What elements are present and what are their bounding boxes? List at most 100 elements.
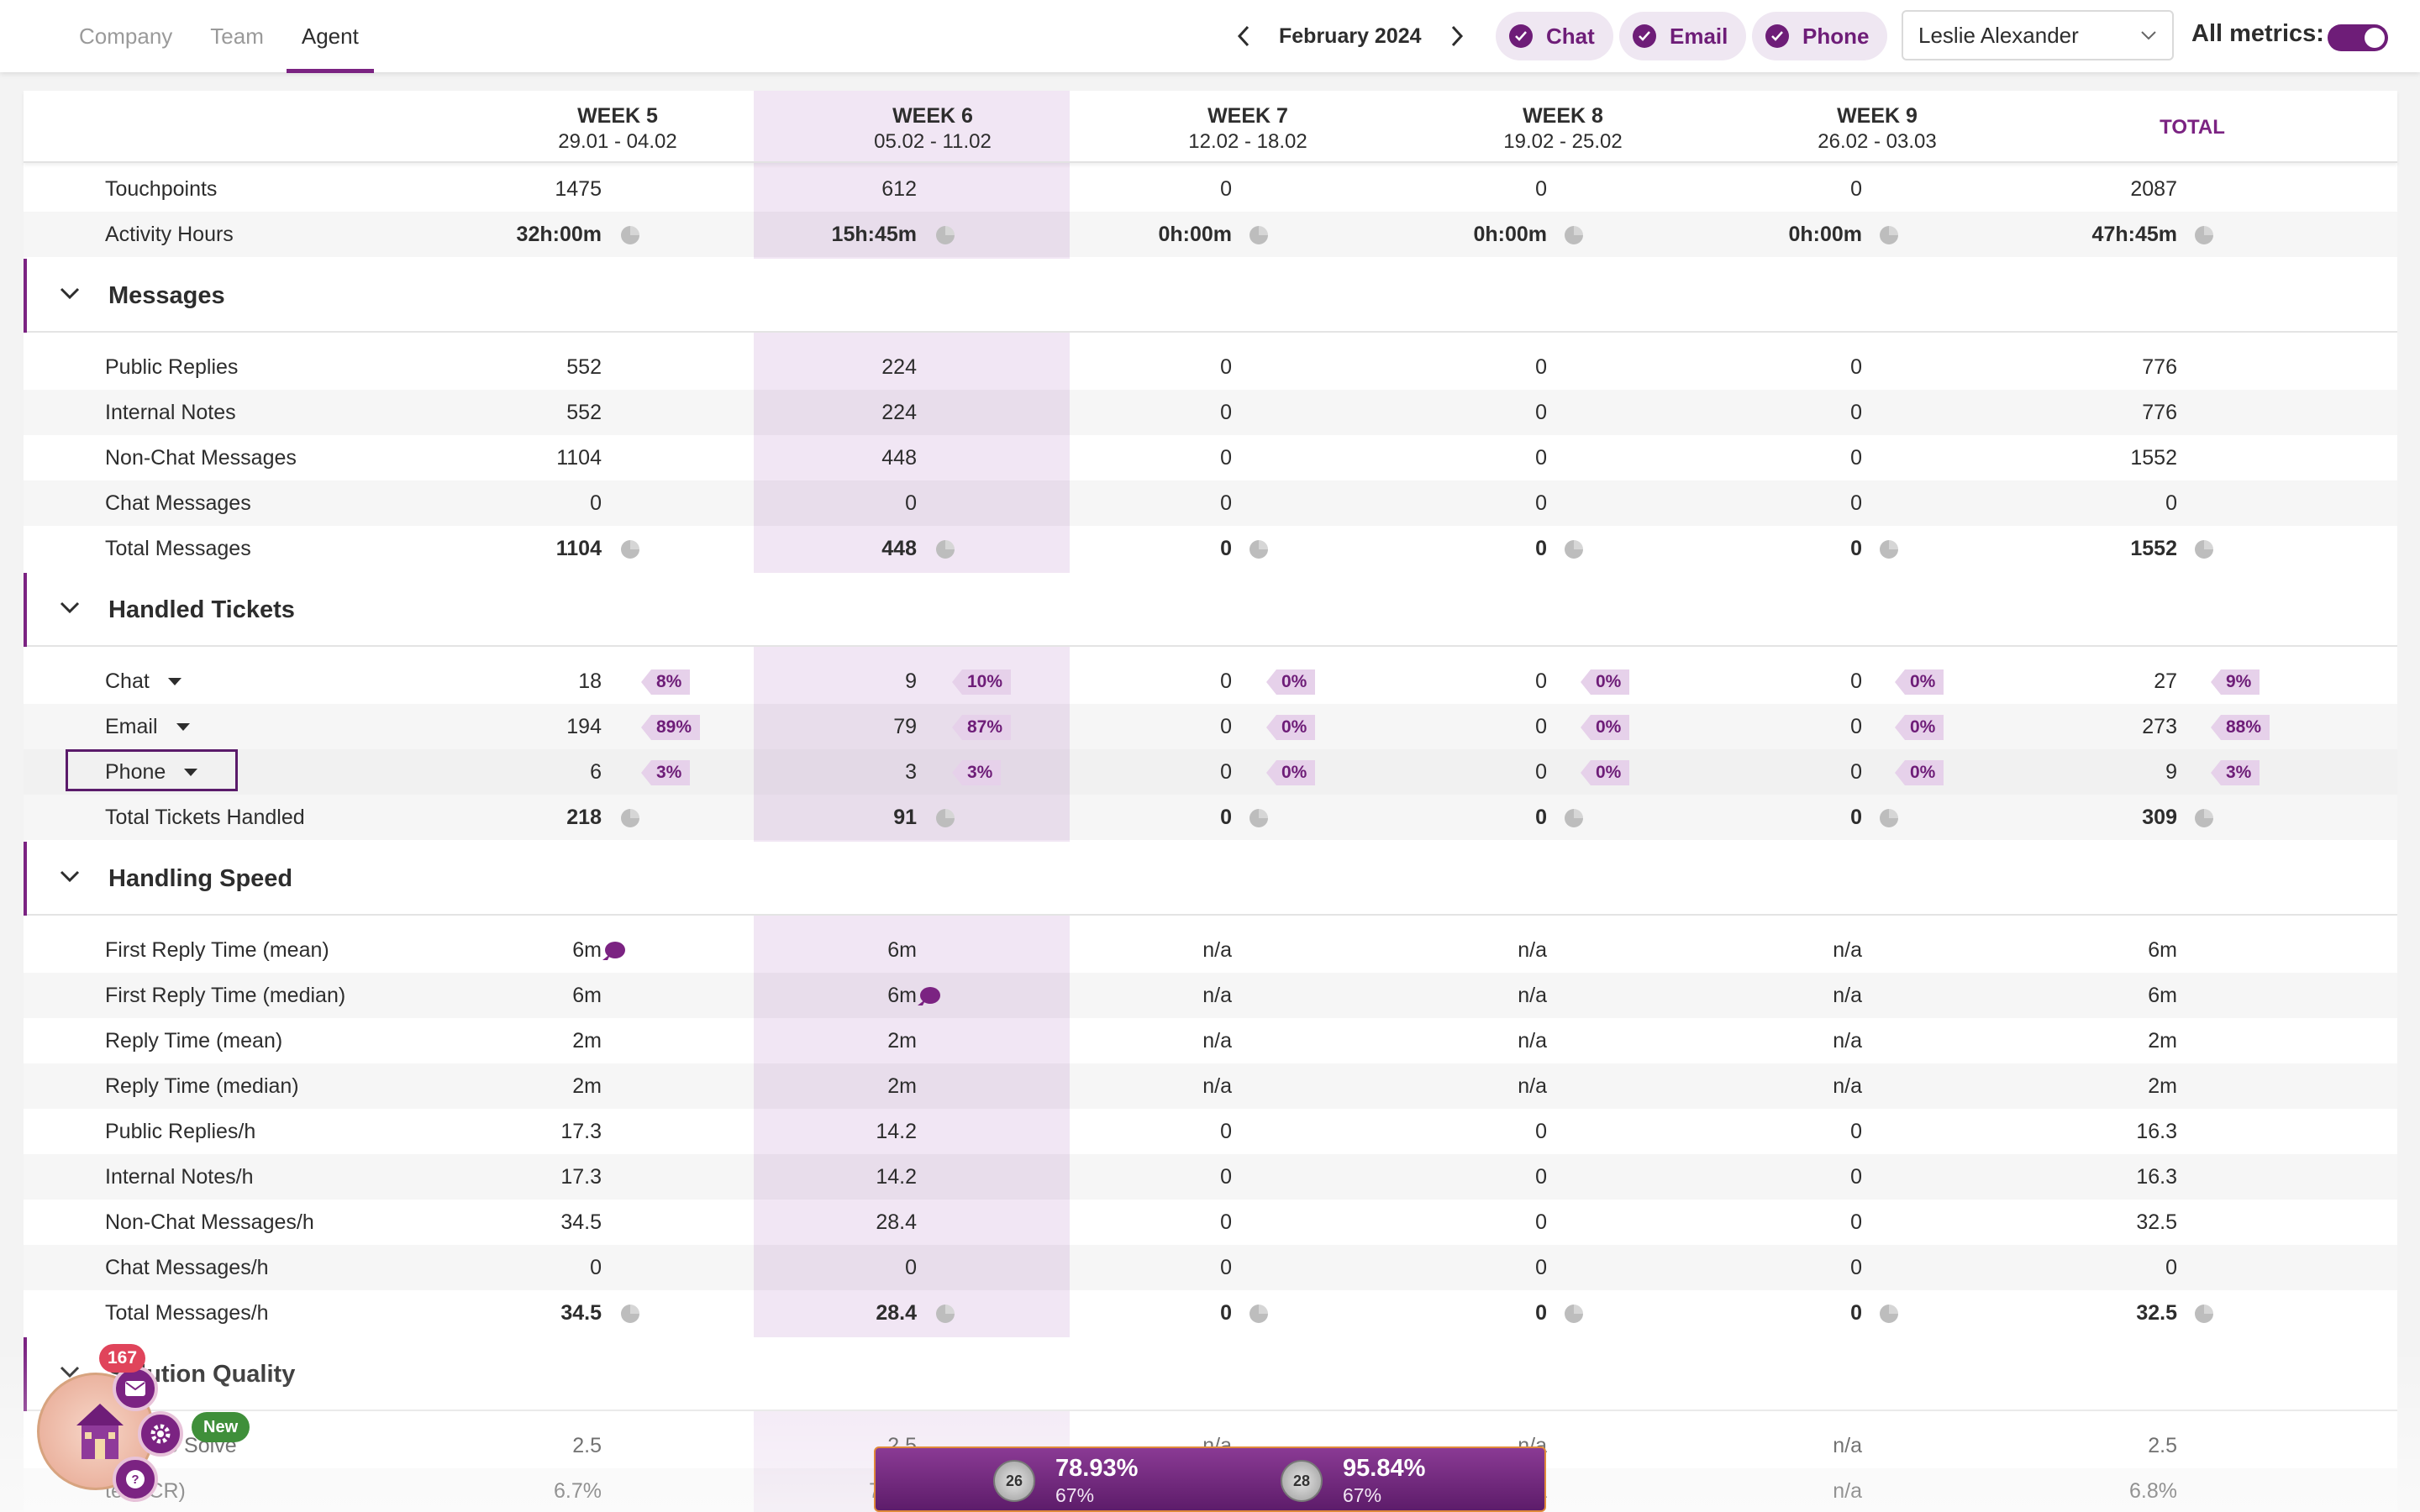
- tab-team[interactable]: Team: [210, 23, 264, 49]
- cell-value: 1552: [2130, 537, 2177, 560]
- comment-icon[interactable]: [605, 942, 625, 958]
- focus-outline: [66, 749, 238, 791]
- cell-value: 0: [1850, 715, 1862, 738]
- trophy-icon: 26: [993, 1460, 1035, 1502]
- pie-chart-icon[interactable]: [1880, 540, 1898, 559]
- section-header[interactable]: Handled Tickets: [24, 573, 2397, 647]
- cell-value: 2m: [887, 1074, 917, 1098]
- row-label[interactable]: Phone: [105, 760, 166, 784]
- pie-chart-icon[interactable]: [621, 809, 639, 827]
- cell-value: 0: [1850, 1165, 1862, 1189]
- pie-chart-icon[interactable]: [1880, 226, 1898, 244]
- cell-value: 6m: [887, 984, 917, 1007]
- cell-value: 0: [1850, 177, 1862, 201]
- cell-value: 776: [2142, 401, 2177, 424]
- cell-value: 0: [1850, 1256, 1862, 1279]
- share-percent-tag: 3%: [2211, 760, 2260, 785]
- cell-value: 0h:00m: [1158, 223, 1232, 246]
- cell-value: 6m: [572, 938, 602, 962]
- chevron-down-icon[interactable]: [59, 600, 81, 615]
- cell-value: 2m: [2148, 1074, 2177, 1098]
- cell-value: 16.3: [2136, 1165, 2177, 1189]
- pie-chart-icon[interactable]: [2195, 809, 2213, 827]
- next-month-button[interactable]: [1440, 12, 1474, 60]
- pie-chart-icon[interactable]: [1249, 540, 1268, 559]
- pie-chart-icon[interactable]: [936, 226, 955, 244]
- pie-chart-icon[interactable]: [1565, 226, 1583, 244]
- cell-value: 224: [881, 401, 917, 424]
- new-badge: New: [192, 1412, 250, 1442]
- row-label: Total Messages/h: [105, 1301, 269, 1325]
- cell-value: 1104: [556, 446, 602, 470]
- row-label: Reply Time (mean): [105, 1029, 283, 1053]
- settings-button[interactable]: [138, 1411, 183, 1457]
- pie-chart-icon[interactable]: [936, 1305, 955, 1323]
- comment-icon[interactable]: [920, 987, 940, 1004]
- cell-value: 0: [1850, 806, 1862, 829]
- caret-down-icon[interactable]: [168, 678, 182, 685]
- table-row: Touchpoints 1475 612 0 0 0 2087: [24, 166, 2397, 212]
- cell-value: 32.5: [2136, 1210, 2177, 1234]
- pie-chart-icon[interactable]: [621, 226, 639, 244]
- pie-chart-icon[interactable]: [1565, 540, 1583, 559]
- section-header[interactable]: Solution Quality: [24, 1337, 2397, 1411]
- row-label: Chat Messages/h: [105, 1256, 269, 1279]
- cell-value: 0: [1220, 806, 1232, 829]
- prev-month-button[interactable]: [1227, 12, 1260, 60]
- cell-value: 2m: [572, 1074, 602, 1098]
- tab-company[interactable]: Company: [79, 23, 173, 49]
- cell-value: 2087: [2130, 177, 2177, 201]
- table-row: Activity Hours 32h:00m 15h:45m 0h:00m 0h:00m…: [24, 212, 2397, 257]
- pie-chart-icon[interactable]: [1565, 1305, 1583, 1323]
- chevron-down-icon[interactable]: [59, 869, 81, 884]
- pie-chart-icon[interactable]: [621, 540, 639, 559]
- pie-chart-icon[interactable]: [2195, 1305, 2213, 1323]
- pie-chart-icon[interactable]: [2195, 540, 2213, 559]
- caret-down-icon[interactable]: [176, 723, 190, 731]
- pie-chart-icon[interactable]: [1249, 226, 1268, 244]
- table-row: Total Messages/h 34.5 28.4 0 0 0 32.5: [24, 1290, 2397, 1336]
- cell-value: 0: [1535, 355, 1547, 379]
- pie-chart-icon[interactable]: [621, 1305, 639, 1323]
- section-header[interactable]: Messages: [24, 259, 2397, 333]
- cell-value: 0: [1850, 401, 1862, 424]
- pie-chart-icon[interactable]: [936, 540, 955, 559]
- current-month-label: February 2024: [1279, 24, 1422, 48]
- pie-chart-icon[interactable]: [1249, 1305, 1268, 1323]
- pie-chart-icon[interactable]: [1565, 809, 1583, 827]
- pie-chart-icon[interactable]: [1249, 809, 1268, 827]
- section-header[interactable]: Handling Speed: [24, 842, 2397, 916]
- score-item: 28 95.84% 67%: [1281, 1455, 1425, 1507]
- cell-value: 0: [1535, 537, 1547, 560]
- row-label[interactable]: Chat: [105, 669, 150, 693]
- cell-value: 0: [590, 1256, 602, 1279]
- share-percent-tag: 0%: [1895, 669, 1944, 695]
- tab-agent[interactable]: Agent: [286, 0, 374, 73]
- pie-chart-icon[interactable]: [2195, 226, 2213, 244]
- pie-chart-icon[interactable]: [1880, 1305, 1898, 1323]
- cell-value: 0: [590, 491, 602, 515]
- cell-value: 0: [1850, 1210, 1862, 1234]
- cell-value: 0: [1220, 401, 1232, 424]
- pie-chart-icon[interactable]: [1880, 809, 1898, 827]
- caret-down-icon[interactable]: [184, 769, 197, 776]
- score-value: 78.93%: [1055, 1455, 1139, 1482]
- all-metrics-toggle[interactable]: [2328, 24, 2388, 51]
- messages-button[interactable]: [113, 1366, 158, 1411]
- channel-filter-email[interactable]: Email: [1619, 12, 1747, 60]
- cell-value: n/a: [1518, 938, 1547, 962]
- channel-filter-chat[interactable]: Chat: [1496, 12, 1613, 60]
- score-value: 95.84%: [1343, 1455, 1426, 1482]
- row-label[interactable]: Email: [105, 715, 158, 738]
- pie-chart-icon[interactable]: [936, 809, 955, 827]
- agent-select[interactable]: Leslie Alexander: [1902, 10, 2174, 60]
- score-bar[interactable]: 26 78.93% 67% 28 95.84% 67%: [874, 1446, 1546, 1512]
- assistant-widget[interactable]: ?: [34, 1366, 183, 1504]
- table-row: Internal Notes 552 224 0 0 0 776: [24, 390, 2397, 435]
- chevron-down-icon[interactable]: [59, 286, 81, 301]
- cell-value: 17.3: [560, 1120, 602, 1143]
- channel-filter-phone[interactable]: Phone: [1752, 12, 1888, 60]
- cell-value: 612: [881, 177, 917, 201]
- cell-value: 2m: [2148, 1029, 2177, 1053]
- help-button[interactable]: ?: [113, 1457, 158, 1502]
